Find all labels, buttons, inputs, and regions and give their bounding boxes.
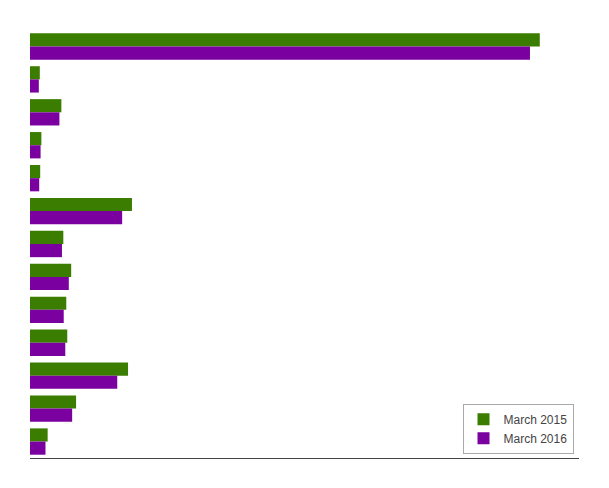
- svg-text:March 2016: March 2016: [504, 432, 568, 446]
- svg-text:March 2015: March 2015: [504, 413, 568, 427]
